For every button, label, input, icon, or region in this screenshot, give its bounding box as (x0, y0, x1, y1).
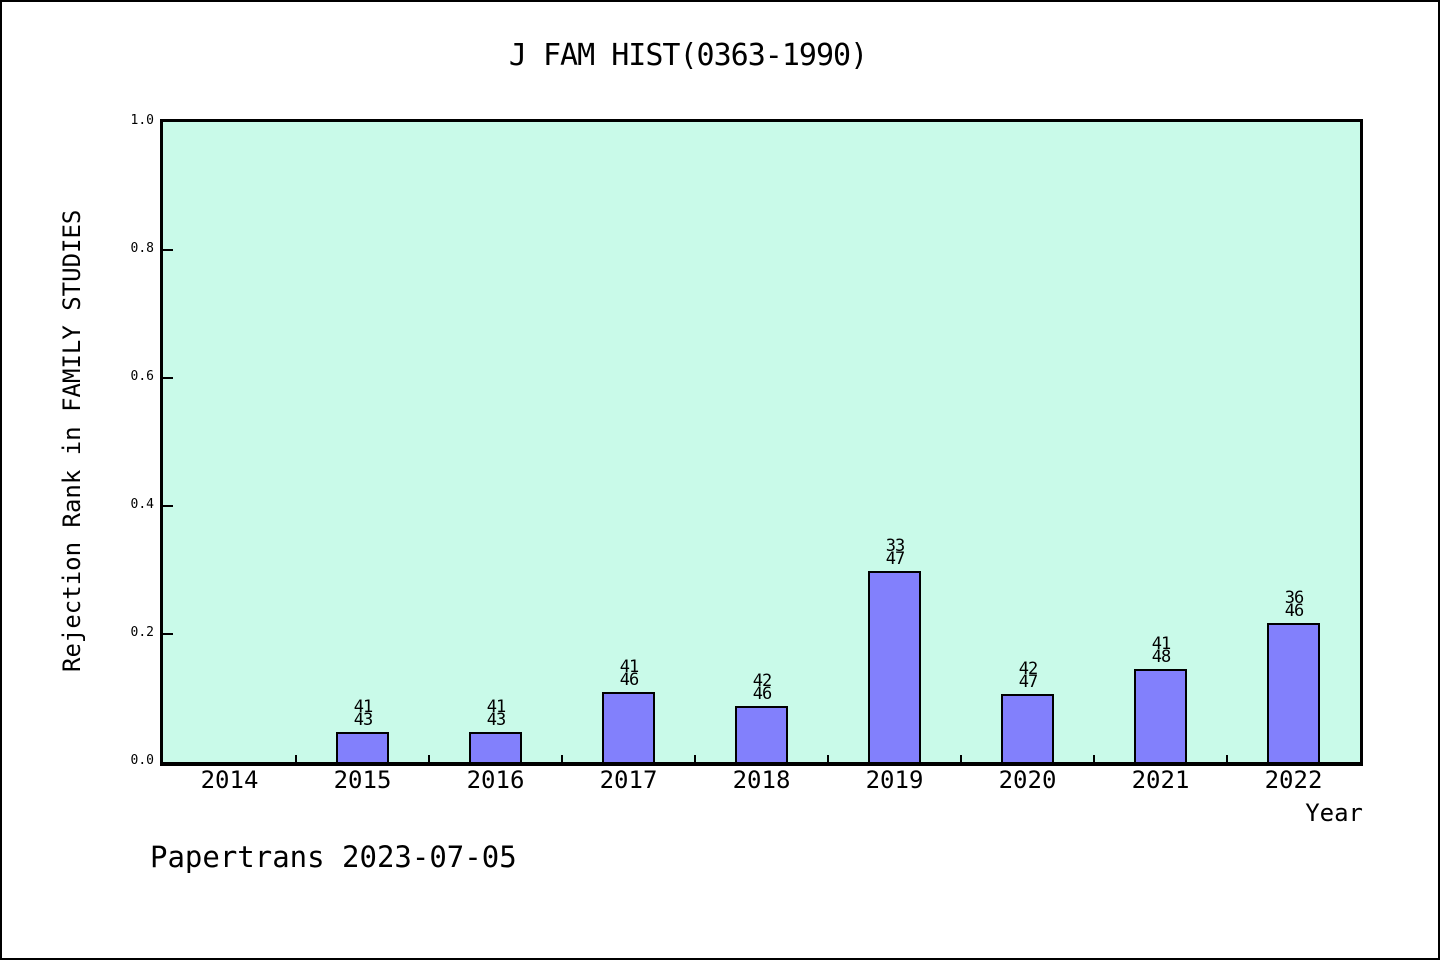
bar-value-label-2018: 42 46 (722, 671, 802, 704)
bar-label-total: 48 (1151, 647, 1171, 667)
bar-label-total: 47 (1018, 672, 1038, 692)
bar-value-label-2017: 41 46 (589, 657, 669, 690)
bar-label-rank: 42 (752, 671, 772, 691)
bar-label-total: 43 (486, 710, 506, 730)
chart-title: J FAM HIST(0363-1990) (508, 38, 868, 73)
bar-value-label-2015: 41 43 (323, 697, 403, 730)
bar-2019 (868, 571, 921, 762)
y-tick-mark (163, 249, 173, 251)
x-tick-mark (561, 755, 563, 762)
bar-2022 (1267, 623, 1320, 762)
bar-label-rank: 33 (885, 536, 905, 556)
bar-label-total: 47 (885, 549, 905, 569)
bar-value-label-2021: 41 48 (1121, 634, 1201, 667)
x-tick-mark (960, 755, 962, 762)
x-axis-label: Year (1305, 799, 1363, 827)
x-tick-label: 2016 (466, 766, 525, 794)
y-tick-mark (163, 633, 173, 635)
bar-value-label-2016: 41 43 (456, 697, 536, 730)
y-tick-label: 0.4 (130, 497, 154, 512)
x-tick-label: 2015 (333, 766, 392, 794)
y-tick-label: 0.8 (130, 241, 154, 256)
bar-value-label-2019: 33 47 (855, 536, 935, 569)
bar-2016 (469, 732, 522, 762)
bar-label-total: 46 (619, 670, 639, 690)
x-tick-mark (428, 755, 430, 762)
y-tick-label: 0.0 (130, 753, 154, 768)
y-tick-label: 0.2 (130, 625, 154, 640)
watermark-text: Papertrans 2023-07-05 (150, 840, 517, 874)
x-tick-label: 2019 (865, 766, 924, 794)
bar-2017 (602, 692, 655, 762)
bar-2021 (1134, 669, 1187, 762)
bar-label-rank: 41 (1151, 634, 1171, 654)
y-tick-mark (163, 505, 173, 507)
x-tick-label: 2017 (599, 766, 658, 794)
bar-value-label-2020: 42 47 (988, 659, 1068, 692)
y-tick-label: 1.0 (130, 113, 154, 128)
x-tick-mark (1093, 755, 1095, 762)
bar-label-rank: 41 (619, 657, 639, 677)
bar-label-total: 46 (1284, 601, 1304, 621)
bar-label-rank: 36 (1284, 588, 1304, 608)
x-tick-label: 2014 (200, 766, 259, 794)
x-tick-mark (1226, 755, 1228, 762)
bar-label-total: 46 (752, 684, 772, 704)
plot-area: 41 43 41 43 41 46 42 46 33 47 42 47 41 48 36 46 (160, 119, 1363, 766)
bar-value-label-2022: 36 46 (1254, 588, 1334, 621)
x-tick-label: 2021 (1131, 766, 1190, 794)
bar-label-rank: 42 (1018, 659, 1038, 679)
x-tick-mark (827, 755, 829, 762)
bar-label-rank: 41 (353, 697, 373, 717)
bar-label-rank: 41 (486, 697, 506, 717)
bar-2018 (735, 706, 788, 762)
x-tick-label: 2018 (732, 766, 791, 794)
x-tick-mark (295, 755, 297, 762)
x-tick-mark (694, 755, 696, 762)
bar-2020 (1001, 694, 1054, 762)
y-tick-mark (163, 377, 173, 379)
bar-label-total: 43 (353, 710, 373, 730)
bar-2015 (336, 732, 389, 762)
y-tick-label: 0.6 (130, 369, 154, 384)
x-tick-label: 2020 (998, 766, 1057, 794)
y-axis-label: Rejection Rank in FAMILY STUDIES (58, 209, 86, 672)
x-tick-label: 2022 (1264, 766, 1323, 794)
